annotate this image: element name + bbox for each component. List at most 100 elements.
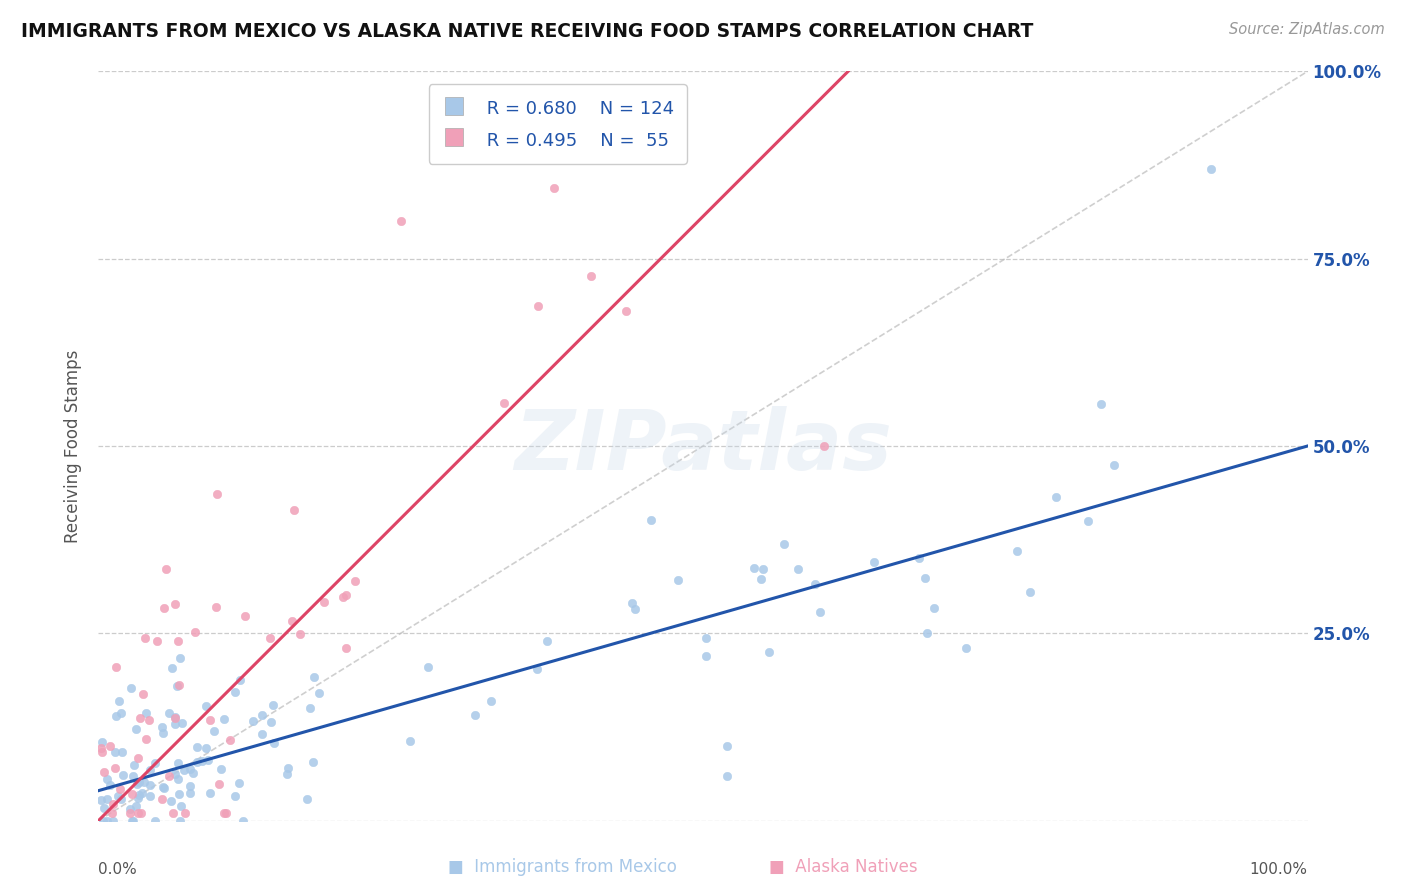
- Point: [167, 772, 190, 787]
- Point: [308, 686, 330, 700]
- Point: [186, 755, 208, 769]
- Point: [716, 769, 738, 783]
- Point: [93, 801, 115, 815]
- Point: [908, 550, 931, 565]
- Point: [543, 180, 565, 194]
- Point: [215, 806, 238, 821]
- Point: [125, 777, 148, 791]
- Point: [242, 714, 264, 728]
- Point: [259, 631, 281, 645]
- Point: [179, 786, 201, 800]
- Point: [89, 793, 111, 807]
- Point: [863, 555, 886, 569]
- Point: [165, 711, 187, 725]
- Point: [96, 792, 118, 806]
- Point: [301, 755, 323, 769]
- Point: [152, 726, 174, 740]
- Point: [143, 814, 166, 828]
- Point: [1018, 584, 1040, 599]
- Point: [1077, 514, 1099, 528]
- Point: [167, 633, 190, 648]
- Point: [122, 769, 145, 783]
- Point: [758, 645, 780, 659]
- Point: [139, 778, 162, 792]
- Point: [121, 814, 143, 828]
- Point: [146, 633, 169, 648]
- Point: [695, 631, 717, 645]
- Point: [169, 798, 191, 813]
- Point: [93, 764, 115, 779]
- Point: [526, 662, 548, 676]
- Point: [335, 641, 357, 656]
- Point: [125, 799, 148, 814]
- Point: [224, 684, 246, 698]
- Point: [96, 772, 118, 787]
- Point: [232, 814, 254, 828]
- Point: [91, 735, 114, 749]
- Point: [157, 706, 180, 720]
- Point: [277, 761, 299, 775]
- Point: [581, 269, 603, 284]
- Point: [624, 602, 647, 616]
- Point: [416, 660, 439, 674]
- Point: [165, 717, 187, 731]
- Point: [621, 596, 644, 610]
- Point: [276, 767, 298, 781]
- Point: [134, 632, 156, 646]
- Point: [914, 571, 936, 585]
- Point: [122, 758, 145, 772]
- Point: [165, 766, 187, 780]
- Point: [752, 561, 775, 575]
- Point: [218, 732, 240, 747]
- Point: [915, 626, 938, 640]
- Point: [122, 814, 145, 828]
- Point: [191, 754, 214, 768]
- Point: [288, 627, 311, 641]
- Point: [152, 601, 174, 615]
- Point: [132, 775, 155, 789]
- Point: [786, 562, 808, 576]
- Point: [163, 597, 186, 611]
- Point: [614, 304, 637, 318]
- Point: [107, 789, 129, 803]
- Point: [118, 802, 141, 816]
- Point: [104, 761, 127, 775]
- Point: [103, 797, 125, 811]
- Legend:  R = 0.680    N = 124,  R = 0.495    N =  55: R = 0.680 N = 124, R = 0.495 N = 55: [429, 84, 688, 164]
- Point: [150, 720, 173, 734]
- Point: [262, 698, 284, 713]
- Point: [205, 599, 228, 614]
- Point: [526, 299, 548, 313]
- Point: [1005, 544, 1028, 558]
- Point: [138, 713, 160, 727]
- Point: [1045, 490, 1067, 504]
- Point: [955, 641, 977, 656]
- Point: [96, 814, 118, 828]
- Point: [125, 722, 148, 736]
- Point: [145, 756, 167, 771]
- Point: [90, 745, 112, 759]
- Point: [111, 768, 134, 782]
- Point: [131, 806, 153, 821]
- Point: [695, 648, 717, 663]
- Point: [128, 775, 150, 789]
- Point: [100, 806, 122, 821]
- Point: [128, 789, 150, 803]
- Point: [922, 601, 945, 615]
- Point: [195, 699, 218, 714]
- Point: [169, 814, 191, 828]
- Point: [228, 673, 250, 688]
- Point: [153, 781, 176, 796]
- Point: [104, 745, 127, 759]
- Text: Source: ZipAtlas.com: Source: ZipAtlas.com: [1229, 22, 1385, 37]
- Point: [179, 779, 201, 793]
- Point: [1090, 397, 1112, 411]
- Point: [152, 780, 174, 794]
- Point: [640, 513, 662, 527]
- Point: [167, 787, 190, 801]
- Point: [150, 791, 173, 805]
- Point: [536, 633, 558, 648]
- Point: [280, 615, 302, 629]
- Point: [138, 789, 160, 803]
- Point: [155, 562, 177, 576]
